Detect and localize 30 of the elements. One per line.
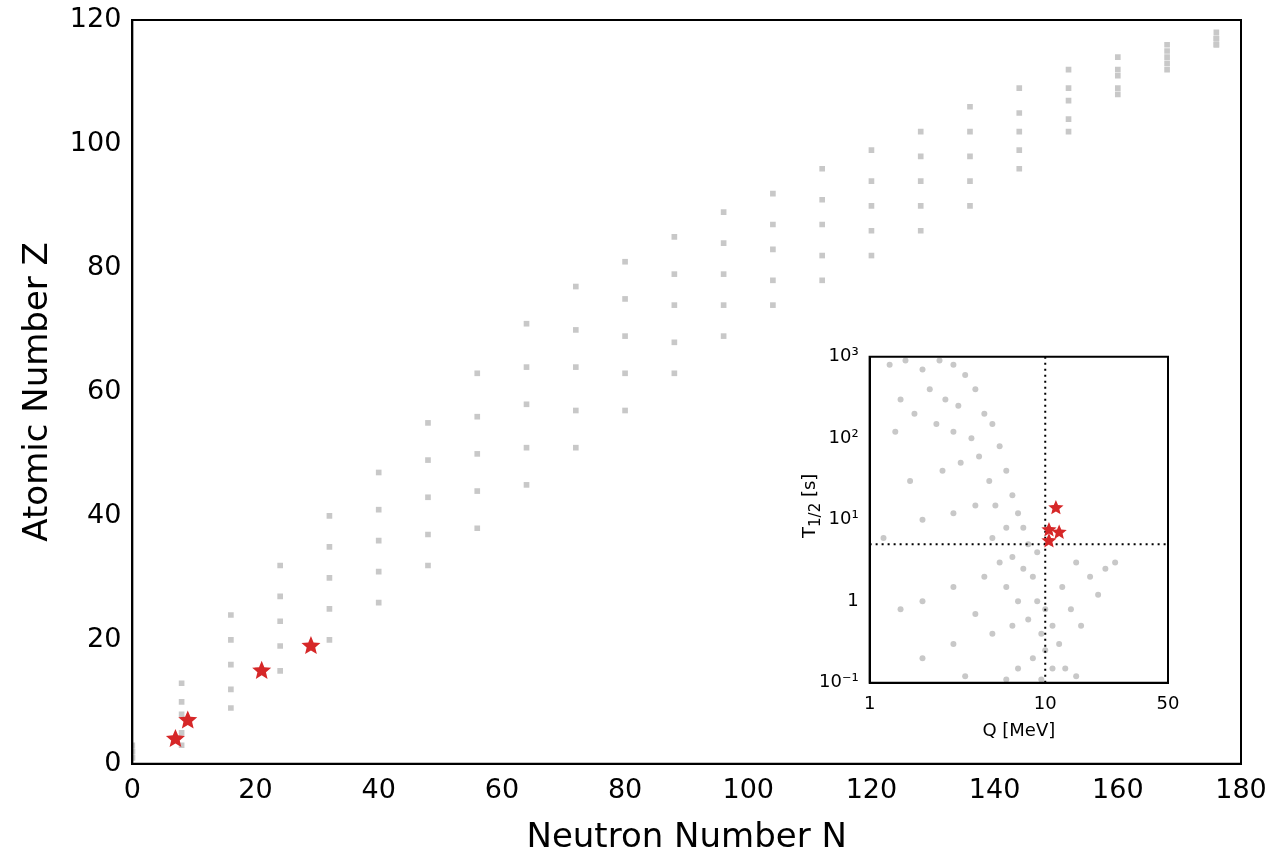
- point: [165, 729, 185, 748]
- x-tick-label: 50: [1156, 692, 1180, 714]
- y-axis-title: Atomic Number Z: [15, 242, 56, 542]
- x-axis-title: Neutron Number N: [526, 815, 847, 856]
- y-tick-label: 10³: [828, 344, 859, 366]
- y-tick-label: 120: [69, 2, 122, 34]
- y-tick-label: 100: [69, 125, 122, 157]
- x-tick-label: 180: [1215, 773, 1267, 805]
- y-tick-label: 60: [86, 373, 122, 405]
- y-tick-label: 1: [847, 588, 859, 610]
- x-tick-label: 40: [361, 773, 396, 805]
- y-tick-label: 40: [86, 497, 122, 529]
- y-tick-label: 10⁻¹: [819, 670, 859, 692]
- point: [301, 636, 321, 655]
- x-tick-label: 10: [1033, 692, 1057, 714]
- x-tick-label: 20: [238, 773, 273, 805]
- x-tick-label: 1: [863, 692, 876, 714]
- x-tick-label: 160: [1092, 773, 1144, 805]
- point: [252, 660, 272, 679]
- y-tick-label: 10¹: [828, 507, 859, 529]
- y-tick-label: 10²: [828, 425, 859, 447]
- x-axis-title: Q [MeV]: [982, 718, 1056, 740]
- y-tick-label: 20: [86, 621, 122, 653]
- x-tick-label: 60: [484, 773, 520, 805]
- y-tick-label: 80: [86, 249, 122, 281]
- y-tick-label: 0: [104, 745, 122, 777]
- x-tick-label: 100: [722, 773, 775, 805]
- point: [178, 710, 198, 729]
- x-tick-label: 140: [968, 773, 1021, 805]
- x-tick-label: 80: [607, 773, 643, 805]
